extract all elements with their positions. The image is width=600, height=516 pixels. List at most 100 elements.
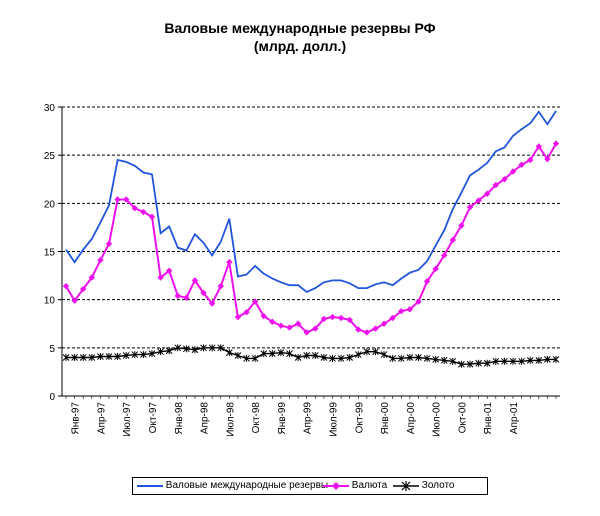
gold-point bbox=[268, 350, 276, 358]
x-tick-label: Июл-99 bbox=[328, 402, 339, 437]
currency-point bbox=[423, 278, 431, 285]
gold-point bbox=[518, 357, 525, 365]
currency-point bbox=[466, 203, 474, 211]
gold-point bbox=[157, 348, 164, 356]
x-tick-label: Янв-99 bbox=[277, 402, 288, 435]
axes bbox=[58, 106, 560, 399]
gold-point bbox=[243, 354, 250, 362]
currency-point bbox=[398, 308, 405, 315]
x-tick-label: Апр-97 bbox=[96, 402, 107, 435]
currency-point bbox=[501, 176, 508, 183]
y-tick-label: 5 bbox=[49, 344, 55, 355]
x-tick-label: Окт-97 bbox=[148, 402, 159, 434]
chart-subtitle: (млрд. долл.) bbox=[253, 38, 347, 54]
currency-point bbox=[105, 240, 113, 247]
currency-point bbox=[518, 161, 525, 168]
gold-point bbox=[148, 350, 156, 358]
legend-item-reserves: Валовые международные резервы bbox=[137, 480, 328, 491]
currency-point bbox=[226, 258, 233, 266]
currency-point bbox=[380, 320, 388, 327]
currency-point bbox=[509, 168, 517, 175]
currency-point bbox=[277, 322, 285, 329]
x-tick-label: Окт-00 bbox=[457, 402, 468, 434]
series-lines bbox=[65, 110, 557, 365]
currency-point bbox=[320, 315, 328, 323]
gridlines bbox=[62, 106, 560, 349]
currency-point bbox=[535, 143, 543, 150]
chart-title: Валовые международные резервы РФ bbox=[164, 20, 436, 36]
currency-point bbox=[294, 320, 302, 327]
currency-point bbox=[122, 196, 130, 203]
currency-point bbox=[458, 222, 465, 229]
gold-point bbox=[131, 351, 139, 359]
currency-point bbox=[234, 313, 242, 321]
currency-point bbox=[372, 325, 379, 332]
gold-point bbox=[165, 347, 173, 355]
currency-point bbox=[217, 282, 224, 290]
gold-point bbox=[354, 351, 362, 359]
gold-point bbox=[311, 352, 319, 360]
gold-point bbox=[337, 354, 345, 362]
currency-point bbox=[355, 326, 362, 333]
series-markers bbox=[62, 140, 560, 368]
gold-point bbox=[526, 356, 534, 364]
series-line-1 bbox=[65, 110, 557, 294]
x-tick-label: Апр-98 bbox=[200, 402, 211, 435]
y-tick-label: 10 bbox=[44, 296, 56, 307]
gold-point bbox=[501, 357, 508, 365]
gold-point bbox=[79, 353, 87, 361]
currency-point bbox=[363, 329, 371, 336]
gold-point bbox=[208, 344, 216, 352]
gold-point bbox=[200, 344, 207, 352]
currency-point bbox=[208, 300, 216, 307]
y-tick-label: 0 bbox=[49, 392, 55, 403]
gold-point bbox=[423, 354, 431, 362]
currency-point bbox=[544, 155, 551, 163]
series-line-2 bbox=[65, 143, 557, 334]
currency-point bbox=[148, 213, 156, 221]
currency-point bbox=[200, 289, 207, 297]
currency-point bbox=[157, 274, 164, 281]
gold-point bbox=[466, 360, 474, 368]
currency-point bbox=[183, 294, 190, 301]
gold-point bbox=[114, 353, 121, 361]
gold-point bbox=[260, 350, 268, 358]
y-tick-label: 15 bbox=[44, 248, 56, 259]
gold-point bbox=[182, 345, 190, 353]
x-tick-labels: Янв-97 Апр-97 Июл-97 Окт-97 Янв-98 Апр-98 Июл-… bbox=[71, 402, 520, 437]
currency-point bbox=[191, 277, 199, 284]
currency-point bbox=[165, 267, 173, 274]
legend-label-currency: Валюта bbox=[351, 480, 388, 491]
x-tick-label: Окт-98 bbox=[251, 402, 262, 434]
gold-point bbox=[191, 346, 199, 354]
gold-point bbox=[277, 349, 285, 357]
currency-point bbox=[286, 324, 293, 331]
x-tick-label: Янв-98 bbox=[174, 402, 185, 435]
legend-label-gold: Золото bbox=[421, 480, 455, 491]
legend: Валовые международные резервы Валюта Зол… bbox=[132, 477, 488, 495]
currency-point bbox=[492, 181, 500, 189]
legend-swatch-currency bbox=[323, 481, 349, 491]
currency-point bbox=[260, 312, 267, 320]
gold-point bbox=[346, 353, 354, 361]
currency-point bbox=[79, 285, 87, 293]
gold-point bbox=[415, 353, 422, 361]
x-tick-label: Июл-98 bbox=[225, 402, 236, 437]
gold-point bbox=[329, 354, 336, 362]
gold-point bbox=[88, 353, 96, 361]
gold-point bbox=[234, 352, 242, 360]
currency-point bbox=[269, 318, 276, 326]
gold-point bbox=[380, 351, 388, 359]
y-tick-label: 30 bbox=[44, 103, 56, 114]
currency-point bbox=[389, 314, 396, 322]
gold-point bbox=[363, 348, 371, 356]
x-tick-label: Апр-01 bbox=[509, 402, 520, 435]
gold-point bbox=[105, 353, 113, 361]
currency-point bbox=[131, 204, 138, 212]
gold-point bbox=[303, 352, 311, 360]
x-tick-label: Янв-97 bbox=[71, 402, 82, 435]
currency-point bbox=[337, 314, 345, 322]
gold-point bbox=[406, 353, 414, 361]
gold-point bbox=[217, 344, 225, 352]
gold-point bbox=[535, 356, 543, 364]
